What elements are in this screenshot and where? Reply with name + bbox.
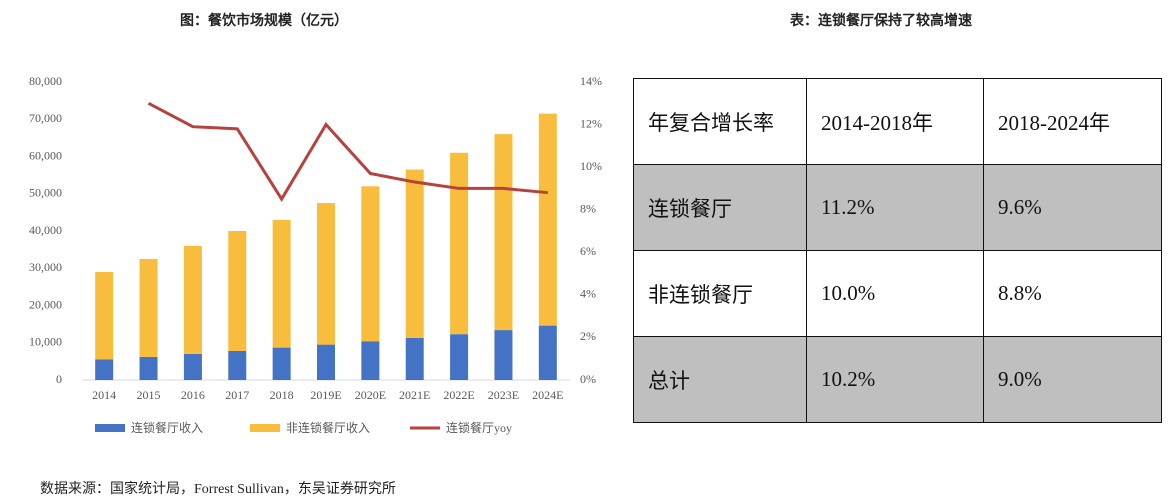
source-note: 数据来源：国家统计局，Forrest Sullivan，东吴证券研究所 bbox=[40, 482, 396, 497]
y-tick-label: 80,000 bbox=[29, 74, 62, 88]
legend-label: 连锁餐厅yoy bbox=[446, 420, 512, 435]
bar bbox=[494, 330, 513, 380]
bar bbox=[272, 347, 291, 380]
bar bbox=[183, 245, 202, 354]
bar bbox=[317, 344, 335, 380]
cell: 10.0% bbox=[806, 250, 984, 337]
table-row: 总计 10.2% 9.0% bbox=[633, 336, 1162, 423]
bar bbox=[317, 203, 335, 345]
x-tick-label: 2014 bbox=[92, 388, 116, 402]
header-cell: 年复合增长率 bbox=[633, 78, 807, 165]
y-tick-label: 40,000 bbox=[29, 223, 62, 237]
bar bbox=[95, 359, 114, 380]
cell: 总计 bbox=[633, 336, 807, 423]
x-tick-label: 2023E bbox=[488, 388, 519, 402]
cell: 11.2% bbox=[806, 164, 984, 251]
legend-swatch bbox=[250, 424, 280, 432]
bar bbox=[538, 325, 557, 380]
chart: 0 10,000 20,000 30,000 40,000 50,000 60,000 70,… bbox=[29, 74, 602, 435]
bar bbox=[228, 350, 247, 380]
cell: 非连锁餐厅 bbox=[633, 250, 807, 337]
bar bbox=[450, 334, 469, 380]
cell: 连锁餐厅 bbox=[633, 164, 807, 251]
y2-tick-label: 12% bbox=[580, 116, 602, 130]
bar bbox=[361, 341, 380, 380]
table-row: 连锁餐厅 11.2% 9.6% bbox=[633, 164, 1162, 251]
x-tick-label: 2016 bbox=[181, 388, 205, 402]
chart-title: 图：餐饮市场规模（亿元） bbox=[180, 14, 348, 29]
bar bbox=[228, 231, 247, 351]
bar bbox=[139, 258, 158, 357]
x-tick-label: 2021E bbox=[399, 388, 430, 402]
y2-tick-label: 10% bbox=[580, 159, 602, 173]
y-tick-label: 70,000 bbox=[29, 111, 62, 125]
table-row: 非连锁餐厅 10.0% 8.8% bbox=[633, 250, 1162, 337]
cell: 9.0% bbox=[983, 336, 1162, 423]
table-title: 表：连锁餐厅保持了较高增速 bbox=[790, 14, 972, 29]
y-tick-label: 30,000 bbox=[29, 260, 62, 274]
header-cell: 2018-2024年 bbox=[983, 78, 1162, 165]
y-tick-label: 0 bbox=[56, 372, 62, 386]
bar bbox=[405, 337, 424, 380]
y2-tick-label: 4% bbox=[580, 287, 596, 301]
bar bbox=[494, 134, 513, 331]
y2-tick-label: 2% bbox=[580, 329, 596, 343]
bar bbox=[361, 186, 380, 342]
y-tick-label: 60,000 bbox=[29, 148, 62, 162]
cell: 9.6% bbox=[983, 164, 1162, 251]
bar bbox=[139, 356, 158, 380]
x-tick-label: 2015 bbox=[137, 388, 161, 402]
line bbox=[147, 101, 548, 202]
y-tick-label: 10,000 bbox=[29, 335, 62, 349]
y2-tick-label: 8% bbox=[580, 201, 596, 215]
x-tick-label: 2020E bbox=[355, 388, 386, 402]
x-tick-label: 2019E bbox=[310, 388, 341, 402]
x-tick-label: 2018 bbox=[270, 388, 294, 402]
cell: 8.8% bbox=[983, 250, 1162, 337]
x-tick-label: 2022E bbox=[443, 388, 474, 402]
bar bbox=[272, 219, 291, 348]
table-header: 年复合增长率 2014-2018年 2018-2024年 bbox=[633, 78, 1162, 165]
legend-label: 非连锁餐厅收入 bbox=[286, 420, 370, 435]
x-tick-label: 2024E bbox=[532, 388, 563, 402]
y2-tick-label: 0% bbox=[580, 372, 596, 386]
header-cell: 2014-2018年 bbox=[806, 78, 984, 165]
cell: 10.2% bbox=[806, 336, 984, 423]
y-tick-label: 20,000 bbox=[29, 297, 62, 311]
y2-tick-label: 14% bbox=[580, 74, 602, 88]
bar bbox=[405, 169, 424, 338]
bar bbox=[450, 152, 469, 335]
bar bbox=[538, 113, 557, 326]
y2-tick-label: 6% bbox=[580, 244, 596, 258]
x-tick-label: 2017 bbox=[225, 388, 249, 402]
legend-swatch bbox=[95, 424, 125, 432]
bar bbox=[95, 271, 114, 360]
y-tick-label: 50,000 bbox=[29, 186, 62, 200]
legend-label: 连锁餐厅收入 bbox=[131, 420, 203, 435]
table: 年复合增长率 2014-2018年 2018-2024年 连锁餐厅 11.2% 9.… bbox=[633, 78, 1162, 423]
bar bbox=[183, 353, 202, 380]
